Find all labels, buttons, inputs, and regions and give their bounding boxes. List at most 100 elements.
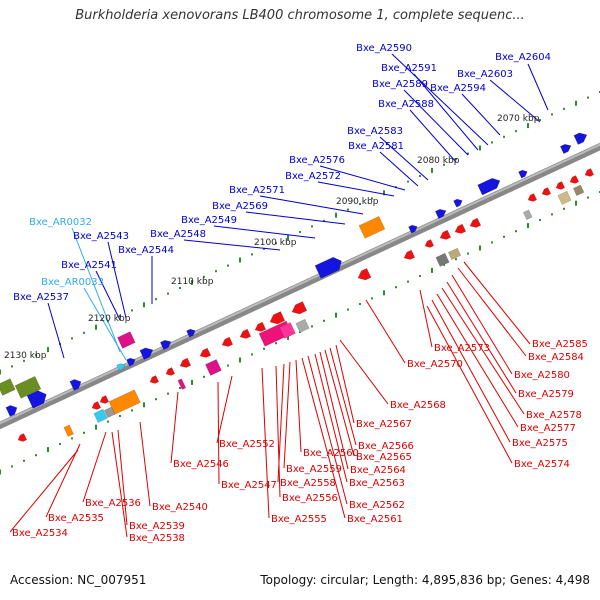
scale-tick [455,258,457,261]
rna-gene-label[interactable]: Bxe_AR0032 [29,217,92,228]
scale-tick [119,415,121,417]
forward-gene-label[interactable]: Bxe_A2548 [150,229,206,240]
reverse-gene-arrow [291,301,308,315]
reverse-gene-label[interactable]: Bxe_A2560 [303,448,359,459]
forward-gene-label[interactable]: Bxe_A2594 [430,83,486,94]
scale-tick [527,123,529,129]
scale-tick [167,292,169,295]
forward-gene-arrow [408,224,418,234]
reverse-gene-label[interactable]: Bxe_A2578 [526,410,582,421]
forward-gene-label[interactable]: Bxe_A2543 [73,231,129,242]
reverse-gene-label[interactable]: Bxe_A2535 [48,513,104,524]
reverse-gene-label[interactable]: Bxe_A2567 [356,419,412,430]
scale-tick [179,387,181,389]
reverse-gene-arrow [439,229,452,240]
leader-line [446,281,517,394]
forward-gene-label[interactable]: Bxe_A2589 [372,79,428,90]
reverse-gene-label[interactable]: Bxe_A2540 [152,502,208,513]
reverse-gene-label[interactable]: Bxe_A2577 [520,423,576,434]
leader-line [335,344,355,424]
leader-line [339,339,389,405]
reverse-gene-label[interactable]: Bxe_A2573 [434,343,490,354]
scale-tick [119,315,121,317]
leader-line [183,239,281,251]
reverse-gene-arrow [569,175,580,184]
reverse-gene-arrow [527,193,538,202]
scale-tick [551,113,553,116]
gene-block [14,376,42,399]
reverse-gene-label[interactable]: Bxe_A2562 [349,500,405,511]
reverse-gene-arrow [541,187,552,196]
forward-gene-label[interactable]: Bxe_A2572 [285,171,341,182]
forward-gene-label[interactable]: Bxe_A2576 [289,155,345,166]
scale-tick [419,175,421,177]
reverse-gene-label[interactable]: Bxe_A2538 [129,533,185,544]
leader-line [426,305,513,464]
reverse-gene-label[interactable]: Bxe_A2574 [514,459,570,470]
forward-gene-label[interactable]: Bxe_A2603 [457,69,513,80]
leader-line [317,181,395,197]
scale-tick [215,270,217,273]
forward-gene-label[interactable]: Bxe_A2583 [347,126,403,137]
scale-tick [191,279,193,285]
reverse-gene-label[interactable]: Bxe_A2580 [514,370,570,381]
leader-line [324,349,355,457]
rna-gene-label[interactable]: Bxe_AR0033 [41,277,104,288]
reverse-gene-label[interactable]: Bxe_A2585 [532,339,588,350]
reverse-gene-label[interactable]: Bxe_A2559 [286,464,342,475]
reverse-gene-label[interactable]: Bxe_A2584 [528,352,584,363]
forward-gene-label[interactable]: Bxe_A2571 [229,185,285,196]
reverse-gene-arrow [239,328,252,339]
leader-line [47,302,65,359]
scale-tick [335,212,337,218]
forward-gene-label[interactable]: Bxe_A2588 [378,99,434,110]
reverse-gene-label[interactable]: Bxe_A2555 [271,514,327,525]
accession-text: Accession: NC_007951 [10,573,147,587]
reverse-gene-label[interactable]: Bxe_A2563 [349,478,405,489]
forward-gene-label[interactable]: Bxe_A2590 [356,43,412,54]
scale-tick [239,357,241,363]
forward-gene-label[interactable]: Bxe_A2544 [118,245,174,256]
leader-line [107,241,127,319]
scale-tick [503,235,505,238]
reverse-gene-label[interactable]: Bxe_A2546 [173,459,229,470]
leader-line [379,136,429,181]
reverse-gene-label[interactable]: Bxe_A2547 [221,480,277,491]
forward-gene-label[interactable]: Bxe_A2549 [181,215,237,226]
leader-line [379,151,419,187]
gene-block [447,247,462,260]
reverse-gene-label[interactable]: Bxe_A2579 [518,389,574,400]
leader-line [82,431,107,503]
reverse-gene-label[interactable]: Bxe_A2570 [407,359,463,370]
forward-gene-label[interactable]: Bxe_A2569 [212,201,268,212]
scale-tick [155,398,157,401]
forward-gene-label[interactable]: Bxe_A2537 [13,292,69,303]
reverse-gene-label[interactable]: Bxe_A2566 [358,441,414,452]
reverse-gene-label[interactable]: Bxe_A2558 [280,478,336,489]
leader-line [111,431,128,538]
reverse-gene-label[interactable]: Bxe_A2536 [85,498,141,509]
gene-block [177,378,187,390]
scale-tick [227,264,229,267]
scale-label: 2070 kbp [497,114,540,124]
reverse-gene-label[interactable]: Bxe_A2561 [347,514,403,525]
scale-tick [443,163,445,166]
reverse-gene-label[interactable]: Bxe_A2556 [282,493,338,504]
scale-tick [143,402,145,408]
reverse-gene-label[interactable]: Bxe_A2552 [219,439,275,450]
forward-gene-label[interactable]: Bxe_A2604 [495,52,551,63]
reverse-gene-arrow [99,395,110,404]
scale-tick [587,96,589,99]
reverse-gene-label[interactable]: Bxe_A2534 [12,528,68,539]
forward-gene-label[interactable]: Bxe_A2581 [348,141,404,152]
forward-gene-label[interactable]: Bxe_A2591 [381,63,437,74]
reverse-gene-label[interactable]: Bxe_A2568 [390,400,446,411]
reverse-gene-label[interactable]: Bxe_A2565 [356,452,412,463]
reverse-gene-label[interactable]: Bxe_A2564 [350,465,406,476]
leader-line [295,359,302,453]
forward-gene-label[interactable]: Bxe_A2541 [61,260,117,271]
reverse-gene-label[interactable]: Bxe_A2575 [512,438,568,449]
reverse-gene-label[interactable]: Bxe_A2539 [129,521,185,532]
scale-tick [83,431,85,434]
scale-tick [383,190,385,196]
